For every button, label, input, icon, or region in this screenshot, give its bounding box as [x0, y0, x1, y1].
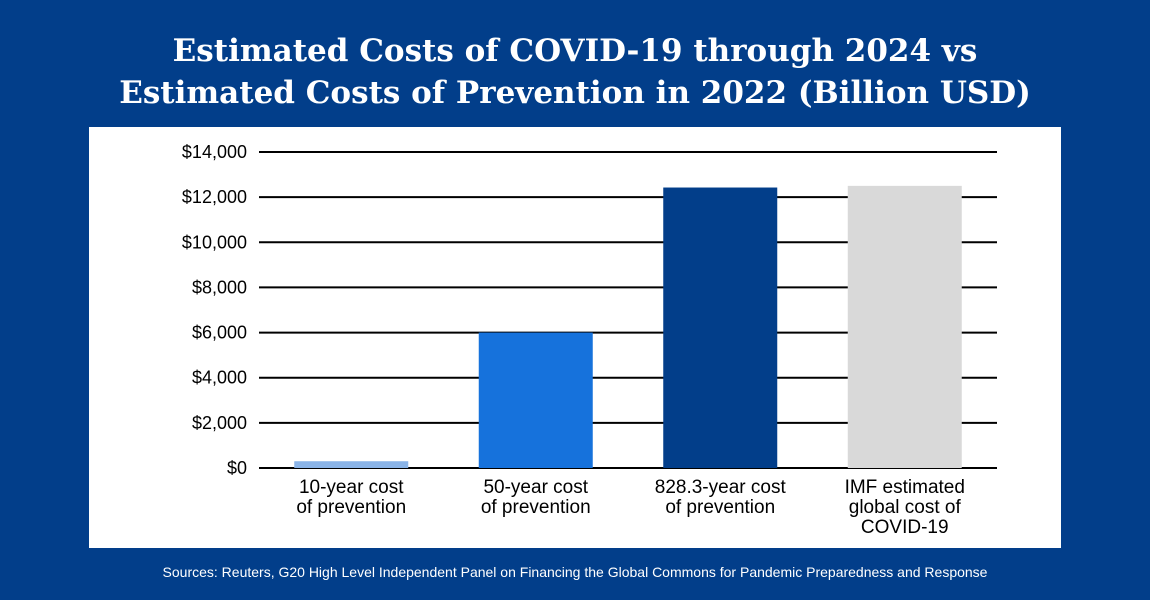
- x-category-label: 50-year cost: [483, 477, 588, 498]
- x-category-label: of prevention: [481, 497, 591, 518]
- y-tick-label: $4,000: [192, 368, 247, 388]
- bar: [294, 461, 409, 468]
- x-category-label: global cost of: [849, 497, 962, 518]
- x-category-label: IMF estimated: [845, 477, 965, 498]
- x-category-label: of prevention: [665, 497, 775, 518]
- bar-chart: $0 $2,000 $4,000 $6,000 $8,000 $10,000 $12,000…: [182, 142, 997, 538]
- y-axis-ticks: $0 $2,000 $4,000 $6,000 $8,000 $10,000 $12,000…: [182, 142, 247, 478]
- bar: [663, 187, 778, 468]
- gridlines: [259, 151, 997, 469]
- x-category-label: COVID-19: [861, 517, 949, 538]
- bar: [478, 332, 593, 468]
- y-tick-label: $8,000: [192, 277, 247, 297]
- chart-title-line-2: Estimated Costs of Prevention in 2022 (B…: [119, 75, 1031, 111]
- x-category-label: 10-year cost: [299, 477, 404, 498]
- y-tick-label: $10,000: [182, 232, 247, 252]
- chart-title-line-1: Estimated Costs of COVID-19 through 2024…: [172, 33, 978, 69]
- y-tick-label: $12,000: [182, 187, 247, 207]
- chart-title: Estimated Costs of COVID-19 through 2024…: [0, 30, 1150, 114]
- chart-panel: $0 $2,000 $4,000 $6,000 $8,000 $10,000 $12,000…: [89, 127, 1061, 548]
- x-category-label: of prevention: [296, 497, 406, 518]
- source-note: Sources: Reuters, G20 High Level Indepen…: [162, 564, 988, 580]
- y-tick-label: $0: [227, 458, 247, 478]
- y-tick-label: $2,000: [192, 413, 247, 433]
- bar: [847, 185, 962, 468]
- y-tick-label: $14,000: [182, 142, 247, 162]
- y-tick-label: $6,000: [192, 323, 247, 343]
- bars: [294, 185, 962, 468]
- x-category-label: 828.3-year cost: [655, 477, 787, 498]
